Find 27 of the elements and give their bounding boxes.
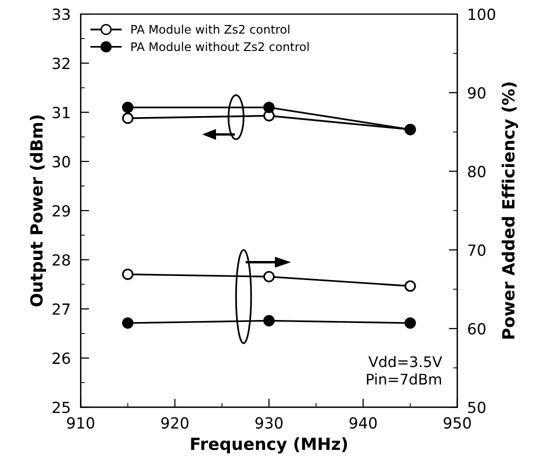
y2-axis-title: Power Added Efficiency (%) bbox=[502, 82, 518, 339]
y-tick-label: 28 bbox=[52, 254, 70, 266]
y-tick-label: 31 bbox=[52, 106, 70, 118]
y2-tick-label: 90 bbox=[468, 87, 486, 99]
x-tick-label: 910 bbox=[67, 417, 94, 429]
x-tick-label: 950 bbox=[444, 417, 471, 429]
y-tick-label: 33 bbox=[52, 8, 70, 20]
y2-tick-label: 70 bbox=[468, 244, 486, 256]
annotation: Vdd=3.5V bbox=[368, 356, 442, 368]
y-tick-label: 30 bbox=[52, 156, 70, 168]
annotation: Pin=7dBm bbox=[366, 373, 441, 385]
legend-label: PA Module with Zs2 control bbox=[131, 24, 290, 34]
y-tick-label: 26 bbox=[52, 352, 70, 364]
y-tick-label: 32 bbox=[52, 58, 70, 70]
y-axis-title: Output Power (dBm) bbox=[30, 115, 46, 306]
y2-tick-label: 100 bbox=[468, 8, 496, 20]
y-tick-label: 29 bbox=[52, 205, 70, 217]
x-tick-label: 930 bbox=[255, 417, 283, 429]
y-tick-label: 25 bbox=[52, 402, 70, 414]
y2-tick-label: 60 bbox=[468, 323, 486, 335]
legend-label: PA Module without Zs2 control bbox=[131, 42, 309, 52]
y2-tick-label: 50 bbox=[468, 402, 486, 414]
x-tick-label: 940 bbox=[350, 417, 377, 429]
x-axis-title: Frequency (MHz) bbox=[191, 437, 347, 454]
x-tick-label: 920 bbox=[161, 417, 188, 429]
y-tick-label: 27 bbox=[52, 303, 70, 315]
y2-tick-label: 80 bbox=[468, 166, 486, 178]
